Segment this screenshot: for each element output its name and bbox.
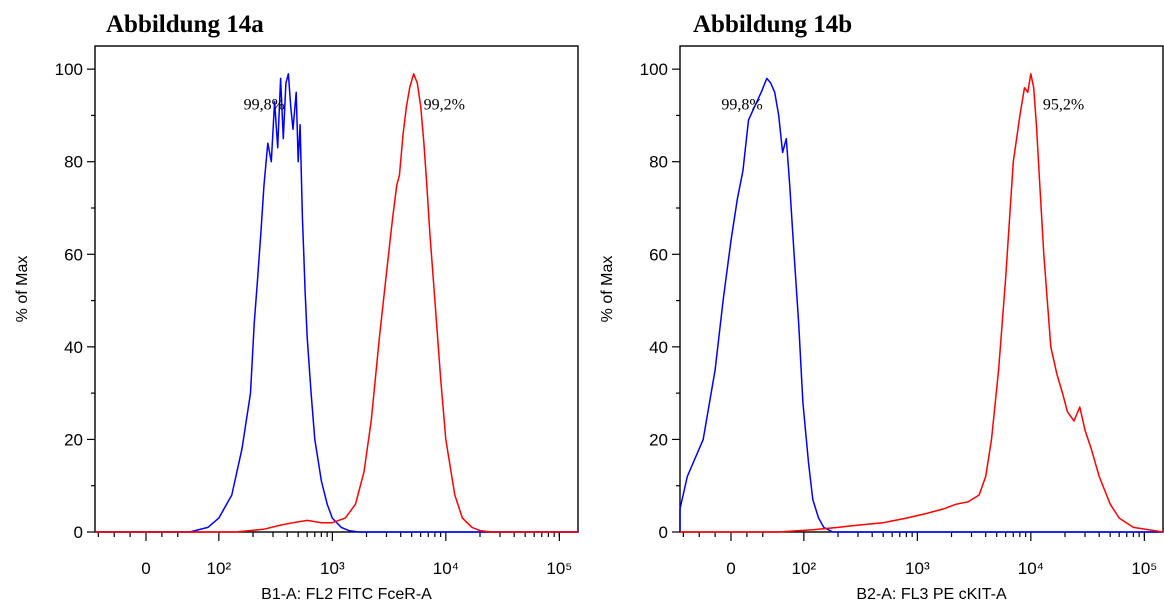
percent-annotation: 99,2% [424,97,465,114]
chart-panel-1: Abbildung 14a 0 20 40 60 80 100 % of Max 0 10² 10³… [14,11,579,603]
series-line-2 [680,73,1164,533]
series-line-1 [95,73,578,533]
chart-title: Abbildung 14b [693,11,852,38]
x-tick-label: 10⁴ [433,559,459,578]
plot-frame [94,45,579,533]
x-tick-label: 0 [141,559,150,578]
x-tick-label: 10⁴ [1018,559,1044,578]
y-tick-label: 40 [64,338,83,357]
chart-panel-2: Abbildung 14b 0 20 40 60 80 100 % of Max 0 10² 10³… [599,11,1164,603]
y-tick-label: 0 [659,523,668,542]
y-tick-label: 20 [649,430,668,449]
plot-frame [679,45,1164,533]
y-tick-label: 80 [64,153,83,172]
percent-annotation: 95,2% [1043,97,1084,114]
series-line-2 [95,73,578,533]
x-tick-label: 10² [792,559,817,578]
percent-annotation: 99,8% [721,97,762,114]
y-tick-label: 20 [64,430,83,449]
y-tick-label: 60 [649,245,668,264]
y-axis-label: % of Max [14,256,31,323]
y-tick-label: 60 [64,245,83,264]
y-tick-label: 100 [55,60,83,79]
y-tick-label: 0 [74,523,83,542]
x-tick-label: 10³ [905,559,930,578]
y-tick-label: 80 [649,153,668,172]
x-tick-label: 10⁵ [546,559,572,578]
series-line-1 [679,77,1163,533]
x-tick-label: 10⁵ [1131,559,1157,578]
x-axis-label: B1-A: FL2 FITC FceR-A [261,586,432,603]
x-axis-label: B2-A: FL3 PE cKIT-A [856,586,1007,603]
chart-title: Abbildung 14a [106,11,264,38]
y-tick-label: 40 [649,338,668,357]
x-tick-label: 10² [207,559,232,578]
x-tick-label: 10³ [320,559,345,578]
y-axis-label: % of Max [599,256,616,323]
percent-annotation: 99,8% [244,97,285,114]
x-tick-label: 0 [726,559,735,578]
y-tick-label: 100 [640,60,668,79]
